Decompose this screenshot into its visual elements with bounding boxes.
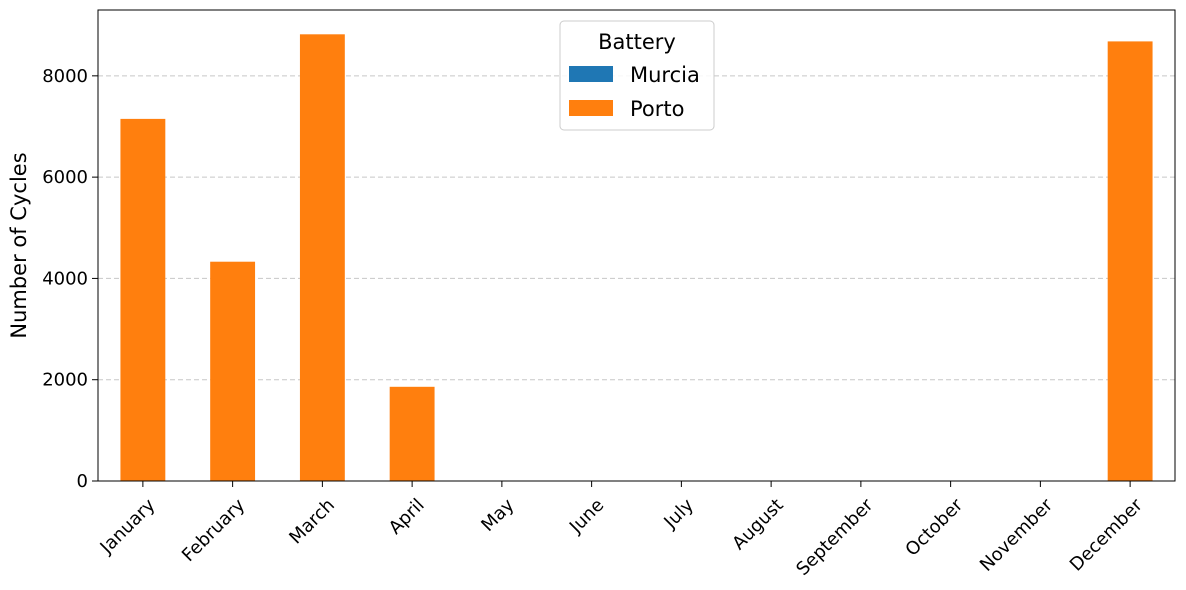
y-tick-label: 4000 [42, 268, 88, 289]
x-axis-ticks: January February March April May June July Augu… [96, 481, 1147, 580]
bar-porto-december [1107, 41, 1153, 482]
x-tick-label: April [385, 495, 429, 539]
y-tick-label: 0 [77, 471, 88, 492]
bar-porto-january [120, 118, 166, 482]
x-tick-label: July [660, 494, 699, 533]
bar-porto-february [210, 261, 256, 481]
x-tick-label: November [976, 494, 1057, 575]
legend-swatch-porto [569, 100, 613, 116]
bar-porto-march [299, 34, 345, 481]
plot-frame [97, 9, 1176, 482]
x-tick-label: May [477, 494, 518, 535]
y-tick-label: 6000 [42, 167, 88, 188]
x-tick-label: June [565, 495, 608, 538]
y-tick-label: 8000 [42, 66, 88, 87]
legend-label-murcia: Murcia [630, 63, 700, 87]
y-axis-ticks: 0 2000 4000 6000 8000 [42, 66, 98, 492]
y-axis-label: Number of Cycles [7, 152, 31, 338]
x-tick-label: August [728, 495, 787, 554]
bars-group [120, 34, 1153, 482]
x-tick-label: December [1066, 494, 1147, 575]
bar-porto-april [389, 386, 435, 481]
legend-entries: Murcia Porto [569, 63, 700, 121]
legend-title: Battery [598, 30, 676, 54]
y-tick-label: 2000 [42, 370, 88, 391]
x-tick-label: September [792, 494, 878, 580]
legend: Battery Murcia Porto [559, 20, 715, 131]
legend-swatch-murcia [569, 66, 613, 82]
x-tick-label: October [901, 494, 967, 560]
x-tick-label: January [96, 494, 160, 558]
legend-label-porto: Porto [630, 97, 684, 121]
x-tick-label: February [178, 494, 249, 565]
x-tick-label: March [285, 495, 339, 549]
